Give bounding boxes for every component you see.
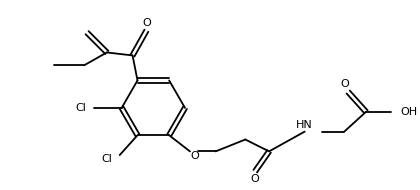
- Text: O: O: [251, 174, 260, 184]
- Text: O: O: [191, 151, 199, 161]
- Text: O: O: [340, 79, 349, 89]
- Text: O: O: [142, 18, 151, 28]
- Text: HN: HN: [296, 120, 313, 130]
- Text: Cl: Cl: [75, 103, 86, 113]
- Text: Cl: Cl: [101, 154, 112, 164]
- Text: OH: OH: [401, 107, 418, 117]
